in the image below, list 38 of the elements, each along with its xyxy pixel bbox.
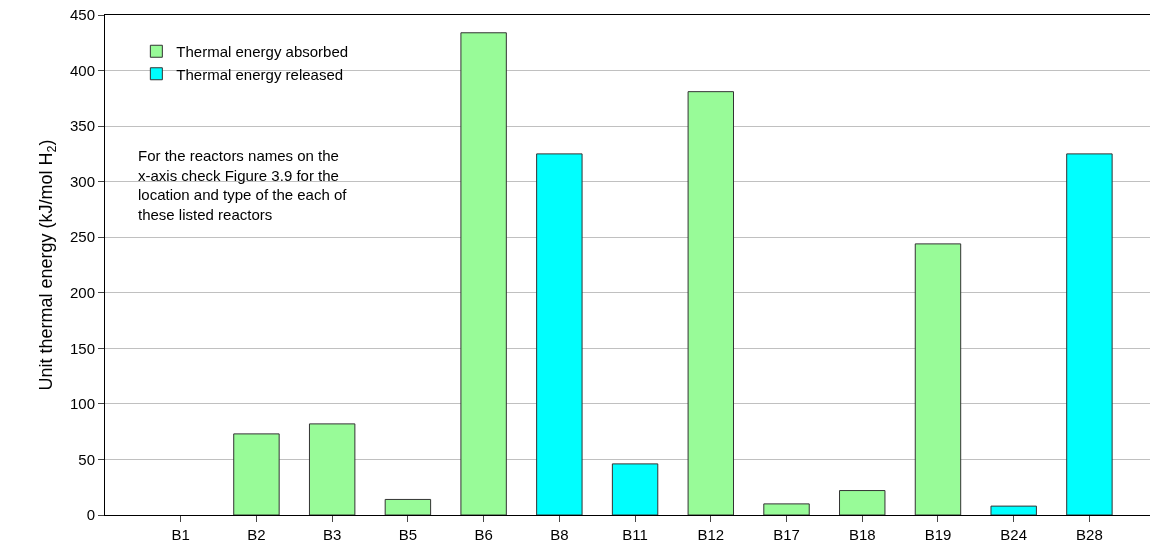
y-tick-label: 150 xyxy=(69,339,95,357)
y-tick-label: 450 xyxy=(69,6,95,24)
x-tick-label: B17 xyxy=(773,526,800,543)
x-tick-label: B18 xyxy=(848,526,876,543)
x-tick-label: B3 xyxy=(322,526,342,543)
bar xyxy=(460,32,507,515)
x-tick-label: B5 xyxy=(398,526,418,543)
x-tick-label: B24 xyxy=(1000,526,1028,543)
y-tick-label: 100 xyxy=(69,395,95,413)
bar xyxy=(839,490,886,515)
bar xyxy=(1066,153,1113,515)
x-tick-label: B8 xyxy=(550,526,569,543)
legend-label: Thermal energy released xyxy=(176,65,344,83)
bar xyxy=(384,498,432,515)
x-tick-label: B1 xyxy=(171,526,190,543)
bar xyxy=(308,423,356,515)
legend-label: Thermal energy absorbed xyxy=(176,43,349,61)
bar xyxy=(687,91,735,515)
bar xyxy=(763,503,810,515)
y-tick-label: 50 xyxy=(78,450,95,468)
y-tick-label: 200 xyxy=(69,284,95,302)
bar xyxy=(990,505,1037,515)
x-tick-label: B19 xyxy=(924,526,952,543)
x-tick-label: B11 xyxy=(622,526,648,543)
x-tick-label: B12 xyxy=(697,526,725,543)
x-tick-label: B2 xyxy=(247,526,266,543)
bar xyxy=(536,153,583,515)
bar xyxy=(914,243,962,515)
x-tick-label: B28 xyxy=(1076,526,1103,543)
y-tick-label: 0 xyxy=(86,506,95,524)
y-tick-label: 400 xyxy=(69,61,95,79)
x-tick-label: B6 xyxy=(474,526,493,543)
y-tick-label: 300 xyxy=(69,172,95,190)
y-tick-label: 350 xyxy=(69,117,95,135)
annotation: For the reactors names on the x-axis check Figure 3.9 for the location and type of the each of these listed reactors xyxy=(138,147,348,223)
bar xyxy=(233,433,280,515)
bar xyxy=(611,463,659,515)
y-tick-label: 250 xyxy=(69,228,95,246)
